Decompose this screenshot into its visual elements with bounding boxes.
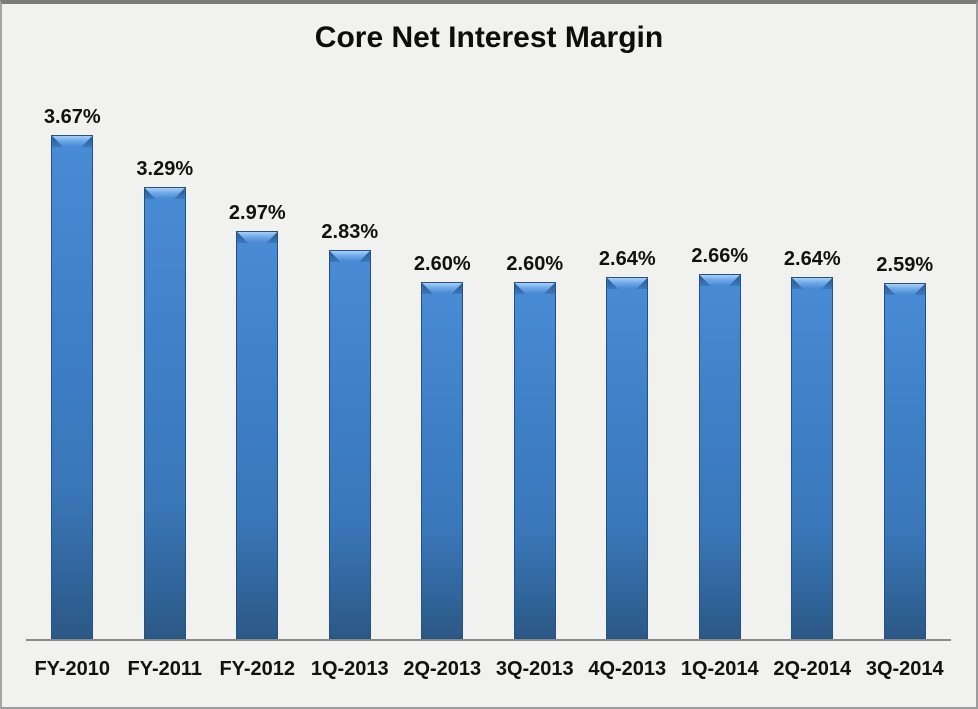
bar (698, 274, 741, 639)
bar-slot: 2.83% 1Q-2013 (304, 74, 397, 680)
bar-value-label: 2.83% (321, 221, 379, 243)
bar-bevel-top (422, 283, 463, 294)
bar-value-label: 3.29% (136, 158, 194, 180)
bar-value-label: 2.60% (506, 253, 564, 275)
category-label: FY-2010 (34, 658, 111, 680)
category-label: 3Q-2014 (865, 658, 944, 680)
bar (421, 282, 464, 639)
bar-bevel-top (237, 232, 278, 243)
bar-slot: 2.60% 2Q-2013 (396, 74, 489, 680)
bar-slot: 2.60% 3Q-2013 (489, 74, 582, 680)
bar-slot: 2.64% 4Q-2013 (581, 74, 674, 680)
bar-bevel-top (514, 283, 555, 294)
bar-value-label: 2.59% (876, 254, 934, 276)
category-label: FY-2011 (127, 658, 203, 680)
bar-value-label: 2.64% (783, 248, 841, 270)
bar-bevel-top (329, 251, 370, 262)
bar-value-label: 2.97% (228, 202, 286, 224)
bar-value-label: 2.60% (413, 253, 471, 275)
category-label: 4Q-2013 (588, 658, 667, 680)
bar-slot: 2.66% 1Q-2014 (674, 74, 767, 680)
bar-slot: 2.59% 3Q-2014 (859, 74, 952, 680)
bar (328, 250, 371, 639)
bar (883, 283, 926, 639)
bar-bevel-top (699, 275, 740, 286)
chart-title: Core Net Interest Margin (314, 21, 664, 54)
bar-bevel-top (52, 136, 93, 147)
bars-container: 3.67% FY-2010 3.29% FY-2011 2.97% FY-2012 2.83… (26, 74, 952, 680)
bar-bevel-top (884, 284, 925, 295)
bar-slot: 2.64% 2Q-2014 (766, 74, 859, 680)
bar-bevel-top (144, 188, 185, 199)
bar (606, 277, 649, 639)
bar-slot: 2.97% FY-2012 (211, 74, 304, 680)
bar-bevel-top (792, 278, 833, 289)
bar-bevel-top (607, 278, 648, 289)
bar (236, 231, 279, 639)
bar (51, 135, 94, 639)
plot-area: 3.67% FY-2010 3.29% FY-2011 2.97% FY-2012 2.83… (26, 74, 952, 680)
category-label: 2Q-2013 (403, 658, 482, 680)
bar (513, 282, 556, 639)
bar-value-label: 2.66% (691, 245, 749, 267)
category-label: 3Q-2013 (495, 658, 574, 680)
category-label: 2Q-2014 (773, 658, 852, 680)
bar-slot: 3.29% FY-2011 (119, 74, 212, 680)
bar-slot: 3.67% FY-2010 (26, 74, 119, 680)
category-label: 1Q-2013 (310, 658, 389, 680)
category-label: FY-2012 (219, 658, 296, 680)
bar-value-label: 3.67% (43, 106, 101, 128)
bar (791, 277, 834, 639)
bar (143, 187, 186, 639)
bar-value-label: 2.64% (598, 248, 656, 270)
category-label: 1Q-2014 (680, 658, 759, 680)
